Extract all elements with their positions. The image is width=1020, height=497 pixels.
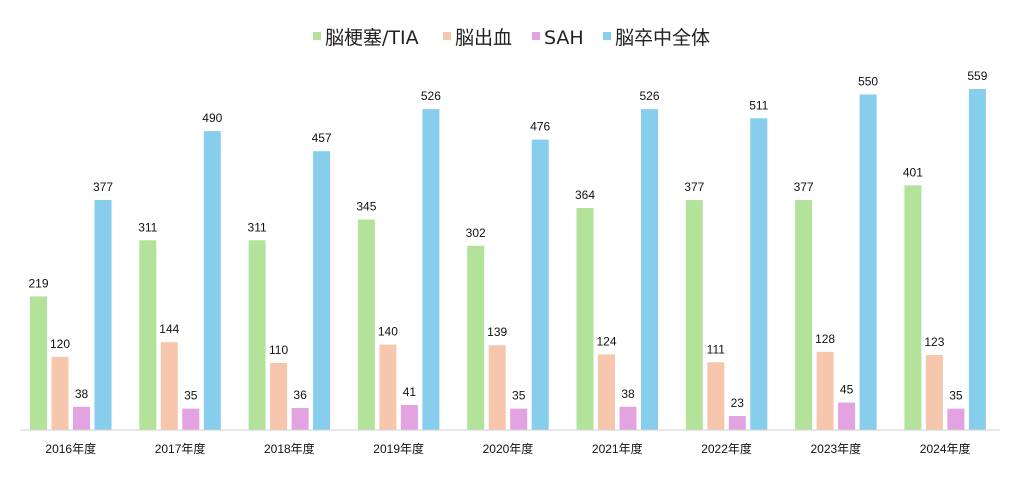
data-labels: 219 120 38 377 311 144 35 490 311 110 36 457 345 140 4… [28, 69, 987, 410]
bar-4-2021年度 [641, 109, 658, 430]
data-label-3-2023年度: 45 [840, 383, 854, 397]
data-label-4-2022年度: 511 [749, 98, 768, 112]
data-label-1-2023年度: 377 [794, 180, 814, 194]
bar-3-2024年度 [947, 408, 965, 430]
bar-3-2023年度 [838, 402, 856, 430]
data-label-1-2020年度: 302 [466, 226, 486, 240]
data-label-4-2017年度: 490 [202, 111, 222, 125]
x-axis-tick-labels: 2016年度 2017年度 2018年度 2019年度 2020年度 2021年度 2022… [45, 441, 970, 456]
data-label-3-2022年度: 23 [731, 396, 745, 410]
x-tick-label-2020年度: 2020年度 [483, 441, 534, 456]
bar-2-2020年度 [488, 345, 506, 430]
bar-4-2020年度 [531, 139, 549, 430]
data-label-2-2022年度: 111 [707, 342, 726, 356]
bar-1-2022年度 [685, 200, 703, 430]
bar-1-2018年度 [248, 240, 266, 430]
bar-2-2024年度 [925, 354, 943, 430]
x-tick-label-2017年度: 2017年度 [155, 441, 206, 456]
data-label-4-2018年度: 457 [312, 131, 332, 145]
bar-1-2019年度 [357, 219, 375, 430]
data-label-2-2023年度: 128 [815, 332, 835, 346]
data-label-2-2021年度: 124 [596, 334, 616, 348]
data-label-2-2016年度: 120 [50, 337, 70, 351]
legend-swatch-2 [443, 32, 451, 40]
bar-1-2023年度 [795, 200, 813, 430]
data-label-2-2024年度: 123 [924, 335, 944, 349]
chart-bars [30, 89, 986, 431]
x-tick-label-2023年度: 2023年度 [810, 441, 861, 456]
bar-4-2016年度 [94, 200, 112, 430]
data-label-4-2020年度: 476 [530, 120, 550, 134]
x-tick-label-2019年度: 2019年度 [373, 441, 424, 456]
bar-4-2023年度 [859, 94, 877, 430]
data-label-1-2024年度: 401 [903, 165, 923, 179]
bar-1-2021年度 [576, 207, 594, 430]
bar-4-2018年度 [313, 151, 331, 431]
bar-4-2022年度 [750, 118, 768, 430]
data-label-3-2016年度: 38 [75, 387, 89, 401]
legend-label-3: SAH [544, 27, 584, 49]
data-label-2-2017年度: 144 [159, 322, 179, 336]
x-tick-label-2022年度: 2022年度 [701, 441, 752, 456]
bar-3-2020年度 [510, 408, 528, 430]
data-label-1-2019年度: 345 [356, 200, 376, 214]
bar-3-2019年度 [400, 404, 418, 430]
data-label-3-2024年度: 35 [949, 389, 963, 403]
bar-1-2017年度 [139, 240, 157, 430]
bar-3-2017年度 [182, 408, 200, 430]
bar-1-2020年度 [467, 245, 485, 430]
data-label-2-2019年度: 140 [378, 325, 398, 339]
bar-1-2016年度 [30, 296, 47, 430]
bar-3-2016年度 [73, 406, 90, 430]
legend-label-1: 脳梗塞/TIA [325, 27, 419, 49]
data-label-4-2021年度: 526 [639, 89, 659, 103]
x-tick-label-2021年度: 2021年度 [592, 441, 643, 456]
bar-2-2023年度 [816, 351, 834, 430]
bar-2-2022年度 [707, 362, 725, 430]
bar-3-2018年度 [291, 408, 309, 430]
data-label-1-2022年度: 377 [684, 180, 704, 194]
data-label-4-2023年度: 550 [858, 75, 878, 89]
data-label-4-2016年度: 377 [93, 180, 113, 194]
bar-2-2021年度 [598, 354, 615, 430]
legend-swatch-4 [603, 32, 611, 40]
data-label-3-2020年度: 35 [512, 389, 526, 403]
x-tick-label-2018年度: 2018年度 [264, 441, 315, 456]
data-label-1-2016年度: 219 [28, 276, 48, 290]
bar-4-2024年度 [968, 89, 986, 430]
data-label-3-2018年度: 36 [293, 388, 307, 402]
legend-swatch-3 [532, 32, 540, 40]
x-tick-label-2016年度: 2016年度 [45, 441, 96, 456]
data-label-4-2024年度: 559 [967, 69, 987, 83]
data-label-3-2021年度: 38 [621, 387, 635, 401]
data-label-3-2019年度: 41 [403, 385, 417, 399]
data-label-3-2017年度: 35 [184, 389, 198, 403]
data-label-2-2020年度: 139 [487, 325, 507, 339]
legend-label-4: 脳卒中全体 [615, 27, 710, 49]
bar-2-2018年度 [270, 362, 288, 430]
bar-2-2016年度 [51, 356, 69, 430]
data-label-1-2017年度: 311 [138, 220, 157, 234]
chart-legend: 脳梗塞/TIA 脳出血 SAH 脳卒中全体 [313, 27, 710, 49]
bar-2-2017年度 [160, 342, 178, 430]
x-tick-label-2024年度: 2024年度 [920, 441, 971, 456]
data-label-1-2021年度: 364 [575, 188, 595, 202]
bar-4-2017年度 [203, 131, 221, 430]
data-label-2-2018年度: 110 [269, 343, 288, 357]
legend-swatch-1 [313, 32, 321, 40]
legend-label-2: 脳出血 [455, 27, 512, 49]
bar-4-2019年度 [422, 109, 440, 430]
data-label-4-2019年度: 526 [421, 89, 441, 103]
bar-3-2022年度 [728, 415, 746, 430]
bar-3-2021年度 [619, 406, 637, 430]
bar-1-2024年度 [904, 185, 922, 430]
bar-2-2019年度 [379, 344, 397, 430]
data-label-1-2018年度: 311 [248, 220, 267, 234]
